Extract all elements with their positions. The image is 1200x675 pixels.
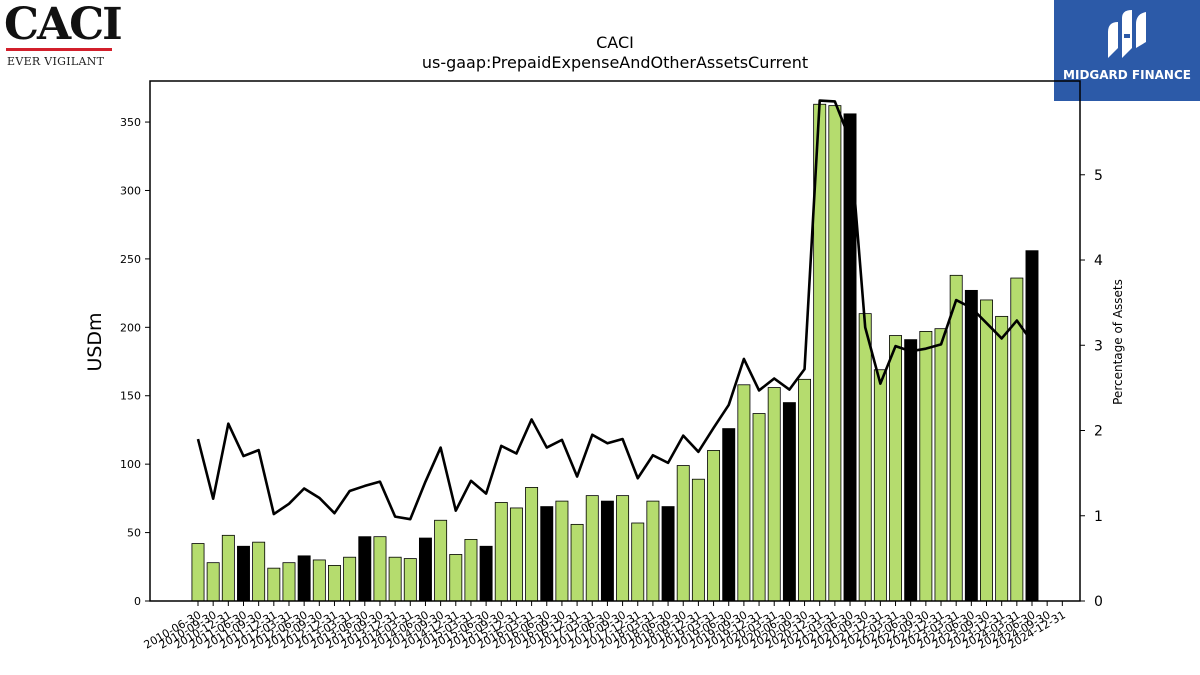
y2-tick-label: 2 xyxy=(1094,424,1103,440)
bar xyxy=(464,539,478,602)
bar xyxy=(782,402,796,602)
bar xyxy=(737,384,751,602)
caci-logo-tagline: EVER VIGILANT xyxy=(7,55,105,68)
midgard-finance-logo: MIDGARD FINANCE xyxy=(1054,0,1200,101)
caci-logo: CACI EVER VIGILANT xyxy=(4,2,123,69)
bar xyxy=(388,556,402,602)
bar xyxy=(934,328,948,602)
y2-tick-label: 0 xyxy=(1094,594,1103,610)
bar xyxy=(403,558,417,602)
chart-subtitle: us-gaap:PrepaidExpenseAndOtherAssetsCurr… xyxy=(422,53,808,72)
bar xyxy=(600,500,614,602)
y-tick-label: 100 xyxy=(120,458,141,471)
y2-axis-label: Percentage of Assets xyxy=(1111,279,1125,405)
bar xyxy=(661,506,675,602)
bar xyxy=(676,465,690,602)
bar xyxy=(221,534,235,602)
bar xyxy=(509,507,523,602)
bar xyxy=(828,105,842,602)
caci-logo-rule xyxy=(6,48,112,51)
bar xyxy=(479,545,493,602)
bar xyxy=(358,536,372,602)
bar xyxy=(555,500,569,602)
y2-tick-label: 1 xyxy=(1094,509,1103,525)
y-tick-label: 250 xyxy=(120,253,141,266)
percentage-line xyxy=(196,99,1034,521)
bar xyxy=(873,369,887,602)
plot-frame xyxy=(149,80,1081,602)
bar xyxy=(343,556,357,602)
midgard-emblem-icon xyxy=(1108,10,1146,58)
bar xyxy=(646,500,660,602)
bar xyxy=(297,555,311,602)
bar xyxy=(373,536,387,602)
axes-layer: 0501001502002503003500123452010-06-30201… xyxy=(120,80,1103,652)
bar xyxy=(904,339,918,602)
line-layer xyxy=(196,99,1034,521)
bar xyxy=(570,523,584,602)
y-tick-label: 200 xyxy=(120,321,141,334)
chart-title: CACI xyxy=(596,33,634,52)
bar xyxy=(1025,250,1039,602)
bar xyxy=(707,450,721,602)
bars-layer xyxy=(191,103,1039,602)
midgard-logo-text: MIDGARD FINANCE xyxy=(1063,68,1191,82)
y-tick-label: 350 xyxy=(120,116,141,129)
y2-tick-label: 4 xyxy=(1094,253,1103,269)
bar xyxy=(449,554,463,602)
bar xyxy=(267,567,281,602)
bar xyxy=(540,506,554,602)
bar xyxy=(418,537,432,602)
bar xyxy=(252,541,266,602)
y-tick-label: 0 xyxy=(134,595,141,608)
bar xyxy=(525,487,539,602)
y-tick-label: 300 xyxy=(120,184,141,197)
bar xyxy=(798,378,812,602)
bar xyxy=(206,562,220,602)
bar xyxy=(691,478,705,602)
bar xyxy=(282,562,296,602)
bar xyxy=(191,543,205,602)
bar xyxy=(585,495,599,602)
bar xyxy=(752,413,766,602)
bar xyxy=(722,428,736,602)
bar xyxy=(631,522,645,602)
y2-tick-label: 5 xyxy=(1094,168,1103,184)
bar xyxy=(919,331,933,602)
bar xyxy=(949,274,963,602)
bar xyxy=(237,545,250,602)
bar xyxy=(616,495,630,602)
bar xyxy=(964,289,978,602)
bar xyxy=(889,335,902,602)
y-axis-label: USDm xyxy=(84,312,106,371)
bar xyxy=(494,502,508,602)
y2-tick-label: 3 xyxy=(1094,338,1103,354)
y-tick-label: 50 xyxy=(127,527,141,540)
caci-logo-wordmark: CACI xyxy=(4,0,123,50)
bar xyxy=(980,299,993,602)
bar xyxy=(767,387,781,602)
y-tick-label: 150 xyxy=(120,390,141,403)
bar xyxy=(328,565,341,602)
bar xyxy=(312,559,326,602)
bar xyxy=(434,519,448,602)
bar xyxy=(858,313,872,602)
bar xyxy=(995,315,1009,602)
